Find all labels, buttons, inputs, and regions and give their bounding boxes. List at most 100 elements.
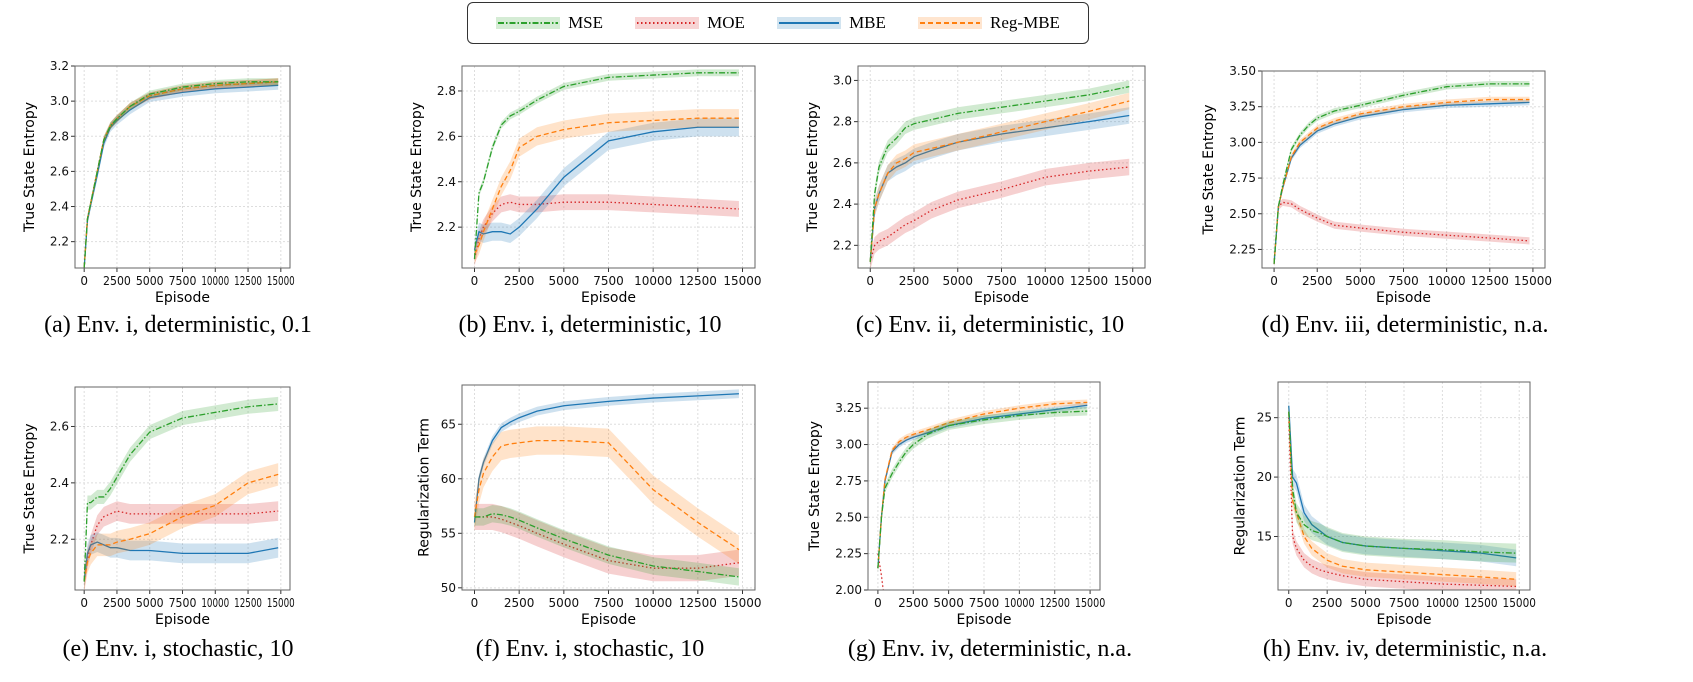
- y-tick-label: 2.25: [835, 547, 862, 561]
- x-tick-label: 0: [874, 596, 882, 610]
- band-reg-mbe: [84, 78, 279, 268]
- line-mbe: [473, 126, 739, 250]
- plot-frame: [1277, 381, 1531, 591]
- band-moe: [84, 501, 279, 590]
- y-tick-label: 2.2: [50, 532, 69, 546]
- x-tick-label: 5000: [136, 596, 164, 610]
- caption-e: (e) Env. i, stochastic, 10: [62, 636, 294, 662]
- legend-label-mse: MSE: [568, 13, 604, 32]
- subplot-d: 0 2500 5000 7500 10000 12500 15000 2.25 2.50 2.75…: [1201, 64, 1552, 306]
- y-tick-label: 3.00: [835, 438, 862, 452]
- line-moe: [83, 81, 279, 268]
- x-tick-label: 7500: [593, 274, 624, 288]
- legend-label-moe: MOE: [707, 13, 745, 32]
- y-tick-label: 50: [441, 581, 456, 595]
- y-axis-label: True State Entropy: [22, 102, 38, 233]
- line-mbe: [83, 84, 279, 268]
- x-tick-label: 15000: [1503, 596, 1536, 610]
- x-tick-label: 12500: [1070, 274, 1108, 288]
- plot-frame: [74, 65, 291, 269]
- band-mse: [474, 504, 739, 586]
- x-tick-label: 12500: [1464, 596, 1497, 610]
- caption-d: (d) Env. iii, deterministic, n.a.: [1261, 312, 1549, 338]
- band-mse: [877, 406, 1088, 573]
- y-tick-label: 25: [1257, 411, 1272, 425]
- band-mbe: [84, 532, 279, 590]
- y-tick-label: 2.6: [437, 129, 456, 143]
- legend-band: [635, 17, 700, 29]
- x-axis-label: Episode: [1376, 290, 1431, 306]
- x-tick-label: 15000: [1114, 274, 1152, 288]
- band-moe: [84, 78, 279, 268]
- y-axis-label: True State Entropy: [805, 102, 821, 233]
- legend-item-reg-mbe: Reg-MBE: [918, 13, 1060, 33]
- x-tick-label: 10000: [1426, 596, 1459, 610]
- x-tick-label: 12500: [1040, 596, 1070, 610]
- x-tick-label: 15000: [1075, 596, 1105, 610]
- x-tick-label: 12500: [234, 274, 262, 288]
- x-tick-label: 0: [1270, 274, 1278, 288]
- x-axis-label: Episode: [155, 290, 210, 306]
- band-reg-mbe: [474, 426, 739, 564]
- y-tick-label: 2.2: [437, 220, 456, 234]
- y-tick-label: 2.75: [835, 474, 862, 488]
- x-tick-label: 0: [1285, 596, 1293, 610]
- x-tick-label: 15000: [267, 596, 295, 610]
- x-tick-label: 0: [80, 596, 88, 610]
- legend: MSE MOE MBE Reg-MBE: [467, 2, 1089, 44]
- y-tick-label: 2.6: [833, 156, 852, 170]
- x-tick-label: 0: [471, 596, 479, 610]
- caption-h: (h) Env. iv, deterministic, n.a.: [1262, 636, 1548, 662]
- x-tick-label: 10000: [634, 274, 672, 288]
- y-tick-label: 2.4: [437, 175, 456, 189]
- x-tick-label: 10000: [1428, 274, 1466, 288]
- x-tick-label: 10000: [1026, 274, 1064, 288]
- subplot-f: 0 2500 5000 7500 10000 12500 15000 50 55 60 65 Epis…: [417, 384, 762, 628]
- caption-b: (b) Env. i, deterministic, 10: [458, 312, 722, 338]
- caption-a: (a) Env. i, deterministic, 0.1: [44, 312, 312, 338]
- line-mse: [1288, 411, 1517, 554]
- band-mse: [84, 78, 279, 268]
- band-moe: [474, 194, 739, 267]
- y-tick-label: 2.8: [50, 129, 69, 143]
- legend-item-mse: MSE: [496, 13, 603, 33]
- x-tick-label: 2500: [1302, 274, 1333, 288]
- line-reg-mbe: [869, 100, 1130, 262]
- line-reg-mbe: [83, 81, 279, 268]
- line-mbe: [83, 541, 279, 582]
- x-tick-label: 10000: [634, 596, 672, 610]
- y-tick-label: 20: [1257, 470, 1272, 484]
- x-tick-label: 12500: [679, 274, 717, 288]
- y-axis-label: True State Entropy: [22, 423, 38, 554]
- x-tick-label: 7500: [169, 274, 197, 288]
- plot-frame: [74, 386, 291, 591]
- x-tick-label: 7500: [1389, 596, 1420, 610]
- band-moe: [870, 158, 1130, 268]
- plot-frame: [867, 381, 1101, 591]
- x-tick-label: 5000: [933, 596, 963, 610]
- x-axis-label: Episode: [155, 612, 210, 628]
- caption-f: (f) Env. i, stochastic, 10: [475, 636, 705, 662]
- x-tick-label: 15000: [723, 596, 761, 610]
- x-tick-label: 12500: [679, 596, 717, 610]
- legend-swatch-mse: [496, 17, 561, 29]
- y-tick-label: 65: [441, 417, 456, 431]
- legend-item-moe: MOE: [635, 13, 745, 33]
- y-tick-label: 2.8: [437, 84, 456, 98]
- x-tick-label: 12500: [1471, 274, 1509, 288]
- line-mse: [83, 81, 279, 268]
- y-tick-label: 15: [1257, 530, 1272, 544]
- band-moe: [1288, 410, 1517, 590]
- x-tick-label: 10000: [201, 596, 229, 610]
- subplot-e: 0 2500 5000 7500 10000 12500 15000 2.2 2.4 2.6 Epi…: [22, 386, 295, 628]
- plot-frame: [461, 65, 756, 269]
- plot-frame: [857, 65, 1146, 269]
- x-tick-label: 2500: [899, 274, 930, 288]
- x-axis-label: Episode: [581, 290, 636, 306]
- x-tick-label: 15000: [723, 274, 761, 288]
- y-tick-label: 2.4: [50, 200, 69, 214]
- y-tick-label: 2.50: [835, 510, 862, 524]
- x-tick-label: 5000: [1345, 274, 1376, 288]
- x-tick-label: 7500: [593, 596, 624, 610]
